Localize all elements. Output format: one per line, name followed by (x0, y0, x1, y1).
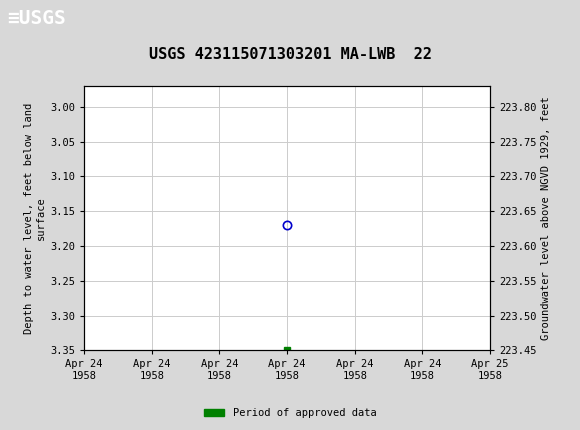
Text: ≡USGS: ≡USGS (7, 9, 66, 28)
Y-axis label: Depth to water level, feet below land
surface: Depth to water level, feet below land su… (24, 103, 46, 334)
Legend: Period of approved data: Period of approved data (200, 404, 380, 423)
Text: USGS 423115071303201 MA-LWB  22: USGS 423115071303201 MA-LWB 22 (148, 47, 432, 62)
Y-axis label: Groundwater level above NGVD 1929, feet: Groundwater level above NGVD 1929, feet (541, 96, 551, 340)
